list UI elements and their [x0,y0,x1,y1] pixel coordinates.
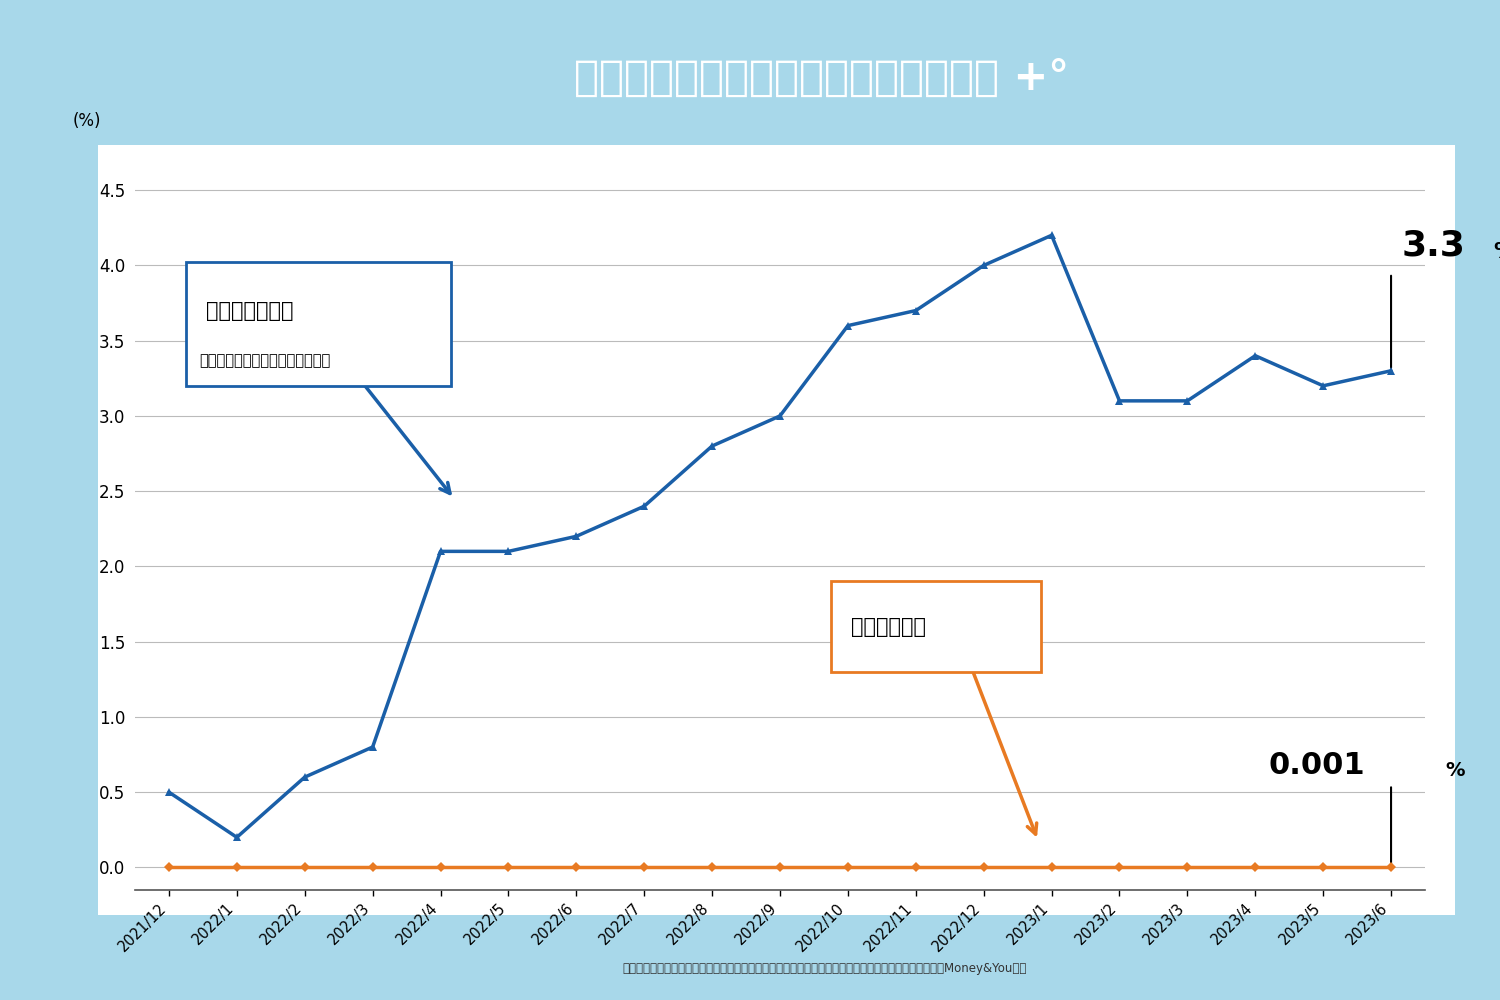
Text: %: % [1446,761,1466,780]
Text: （前年同月比、生鮮食品を除く）: （前年同月比、生鮮食品を除く） [200,353,330,368]
FancyBboxPatch shape [831,581,1041,672]
Text: 消費者物価指数と普通預金金利の比較 +°: 消費者物価指数と普通預金金利の比較 +° [573,56,1068,99]
Text: (%): (%) [74,112,102,130]
FancyBboxPatch shape [186,262,450,386]
Text: %: % [1492,242,1500,262]
Text: 3.3: 3.3 [1401,228,1466,262]
Text: 消費者物価指数: 消費者物価指数 [207,301,294,321]
Text: 消費者物価指数は前年同月比・生鮮食品を除く総合のデータ、普通預金金利は日銀のデータより（株）Money&You作成: 消費者物価指数は前年同月比・生鮮食品を除く総合のデータ、普通預金金利は日銀のデー… [622,962,1028,975]
Text: 普通預金金利: 普通預金金利 [852,617,927,637]
Text: 0.001: 0.001 [1269,751,1365,780]
